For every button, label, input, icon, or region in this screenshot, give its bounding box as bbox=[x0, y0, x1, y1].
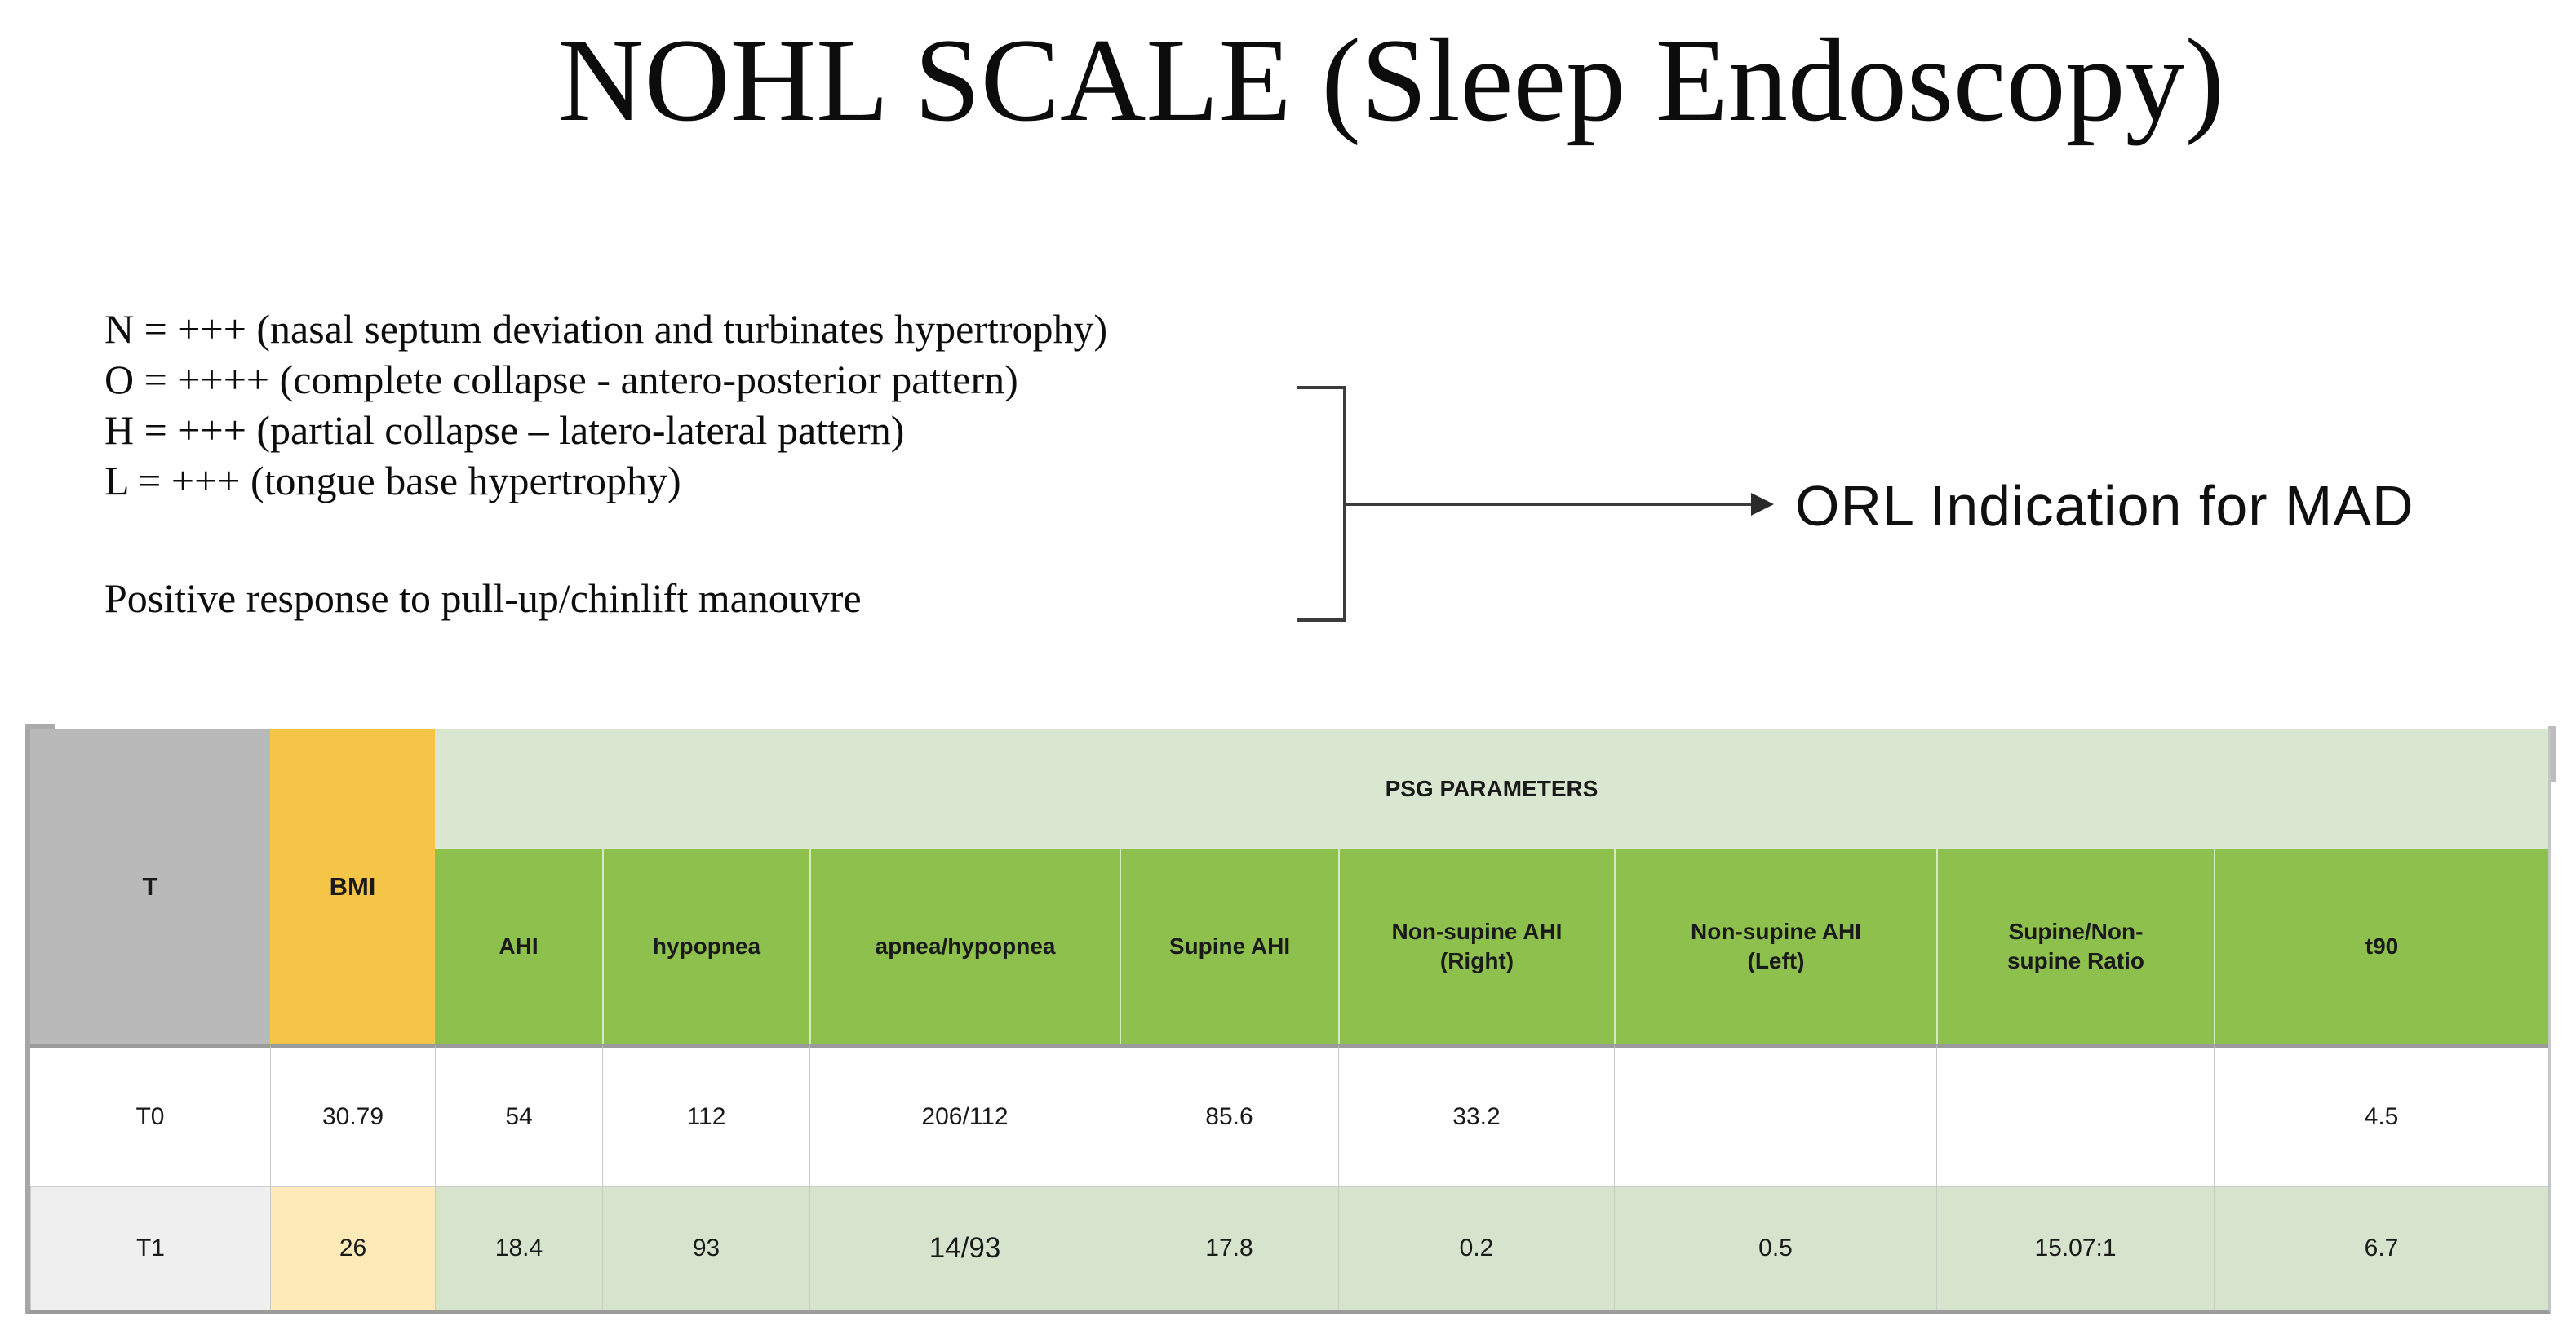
legend-line-o: O = ++++ (complete collapse - antero-pos… bbox=[104, 357, 1018, 402]
figure-title: NOHL SCALE (Sleep Endoscopy) bbox=[557, 14, 2225, 146]
arrow-shaft bbox=[1346, 503, 1753, 506]
bracket-bottom-line bbox=[1297, 618, 1346, 622]
legend-line-n: N = +++ (nasal septum deviation and turb… bbox=[104, 306, 1108, 352]
row-t0-ahi: 54 bbox=[435, 1044, 602, 1186]
row-t1-bmi: 26 bbox=[270, 1186, 435, 1310]
row-t1-supine-ahi: 17.8 bbox=[1120, 1186, 1338, 1310]
row-t0-non-supine-ahi-right: 33.2 bbox=[1338, 1044, 1614, 1186]
row-t0-non-supine-ahi-left bbox=[1614, 1044, 1936, 1186]
header-psg-parameters: PSG PARAMETERS bbox=[435, 729, 2548, 849]
row-t1-non-supine-ahi-left: 0.5 bbox=[1614, 1186, 1936, 1310]
row-t1-hypopnea: 93 bbox=[602, 1186, 809, 1310]
row-t0-t90: 4.5 bbox=[2214, 1044, 2548, 1186]
subheader-hypopnea: hypopnea bbox=[602, 849, 809, 1044]
arrow-head-icon bbox=[1751, 493, 1774, 516]
row-t0-hypopnea: 112 bbox=[602, 1044, 809, 1186]
row-t1-apnea-hypopnea: 14/93 bbox=[809, 1186, 1120, 1310]
row-t0-label: T0 bbox=[30, 1044, 270, 1186]
subheader-non-supine-ahi-right: Non-supine AHI (Right) bbox=[1338, 849, 1614, 1044]
header-t: T bbox=[30, 729, 270, 1044]
subheader-apnea-hypopnea: apnea/hypopnea bbox=[809, 849, 1120, 1044]
psg-table-grid: T BMI PSG PARAMETERS AHI hypopnea apnea/… bbox=[30, 729, 2548, 1310]
row-t1-t90: 6.7 bbox=[2214, 1186, 2548, 1310]
header-bmi: BMI bbox=[270, 729, 435, 1044]
row-t1-label: T1 bbox=[30, 1186, 270, 1310]
legend-line-l: L = +++ (tongue base hypertrophy) bbox=[104, 458, 681, 503]
subheader-t90: t90 bbox=[2214, 849, 2548, 1044]
bracket-vertical-line bbox=[1343, 386, 1346, 622]
row-t0-apnea-hypopnea: 206/112 bbox=[809, 1044, 1120, 1186]
legend-note: Positive response to pull-up/chinlift ma… bbox=[104, 575, 862, 621]
row-t0-supine-ahi: 85.6 bbox=[1120, 1044, 1338, 1186]
row-t0-bmi: 30.79 bbox=[270, 1044, 435, 1186]
nohl-legend: N = +++ (nasal septum deviation and turb… bbox=[104, 304, 1107, 623]
row-t0-supine-ratio bbox=[1936, 1044, 2214, 1186]
row-t1-supine-ratio: 15.07:1 bbox=[1936, 1186, 2214, 1310]
psg-table: T BMI PSG PARAMETERS AHI hypopnea apnea/… bbox=[25, 729, 2551, 1314]
row-t1-ahi: 18.4 bbox=[435, 1186, 602, 1310]
subheader-ahi: AHI bbox=[435, 849, 602, 1044]
subheader-supine-non-supine-ratio: Supine/Non- supine Ratio bbox=[1936, 849, 2214, 1044]
table-edge-notch-right bbox=[2548, 726, 2556, 782]
orl-indication-label: ORL Indication for MAD bbox=[1795, 474, 2414, 538]
bracket-top-line bbox=[1297, 386, 1346, 389]
subheader-supine-ahi: Supine AHI bbox=[1120, 849, 1338, 1044]
row-t1-non-supine-ahi-right: 0.2 bbox=[1338, 1186, 1614, 1310]
legend-line-h: H = +++ (partial collapse – latero-later… bbox=[104, 407, 905, 453]
subheader-non-supine-ahi-left: Non-supine AHI (Left) bbox=[1614, 849, 1936, 1044]
